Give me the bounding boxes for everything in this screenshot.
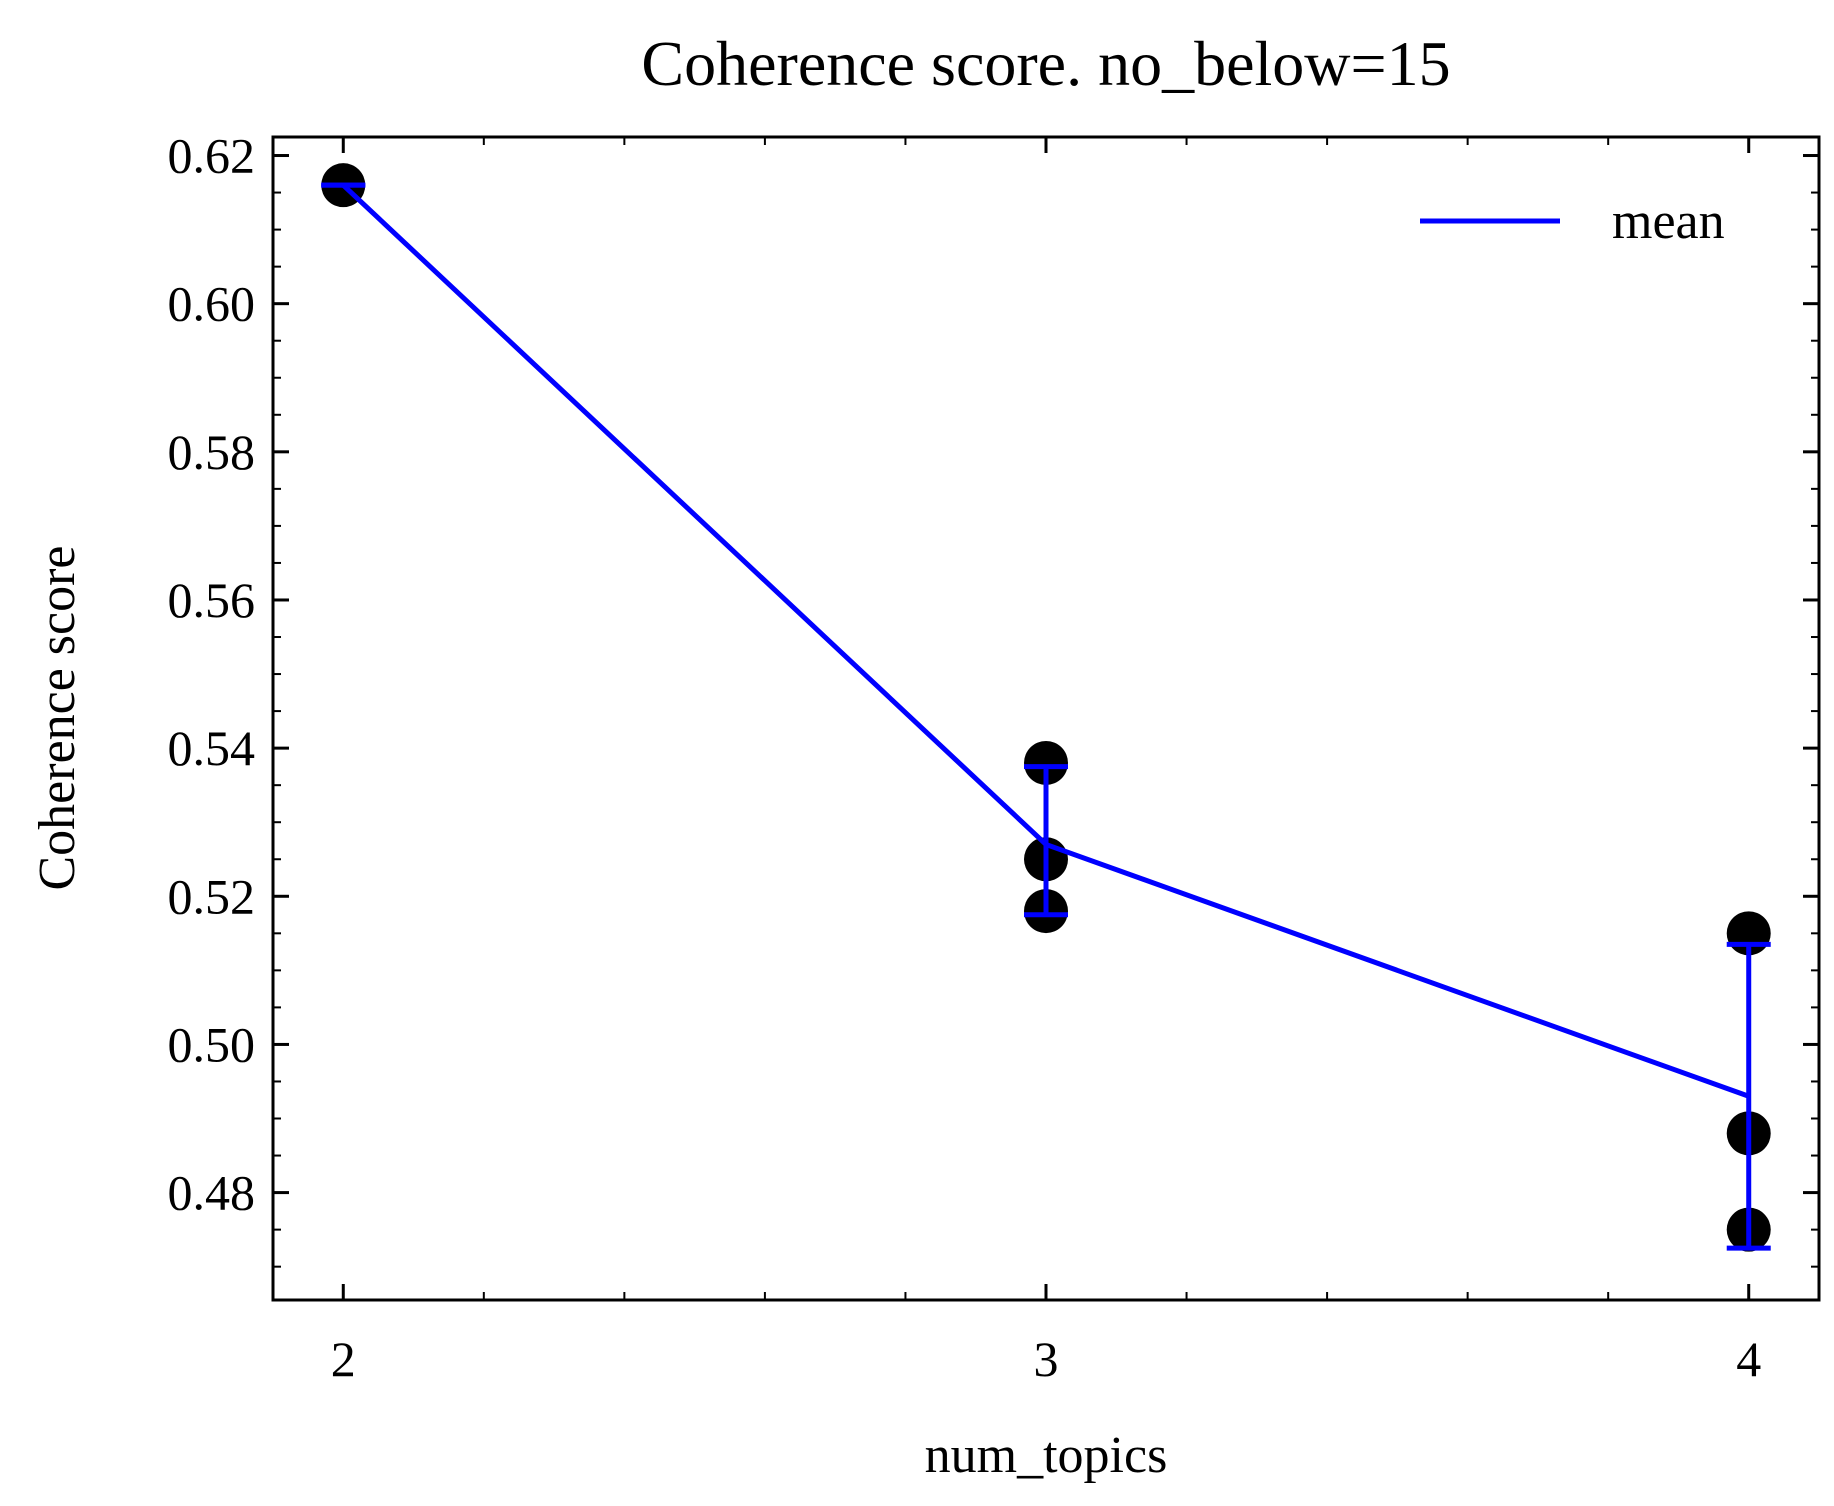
x-tick-label: 4 <box>1736 1331 1761 1387</box>
y-tick-label: 0.56 <box>168 572 256 628</box>
legend-mean-label: mean <box>1612 193 1725 250</box>
y-tick-label: 0.60 <box>168 276 256 332</box>
y-axis-label: Coherence score <box>29 545 86 890</box>
plot-area: 0.48 0.50 0.52 0.54 0.56 0.58 0.60 0.62 2 3 4 <box>168 128 1820 1387</box>
y-tick-label: 0.50 <box>168 1016 256 1072</box>
x-tick-label: 2 <box>331 1331 356 1387</box>
y-tick-label: 0.58 <box>168 424 256 480</box>
y-tick-label: 0.54 <box>168 720 256 776</box>
x-tick-label: 3 <box>1034 1331 1059 1387</box>
mean-line <box>343 185 1748 1096</box>
y-tick-label: 0.52 <box>168 868 256 924</box>
minor-ticks <box>273 137 1819 1300</box>
y-tick-label: 0.62 <box>168 128 256 184</box>
y-axis-ticks: 0.48 0.50 0.52 0.54 0.56 0.58 0.60 0.62 <box>168 128 1820 1221</box>
data-points <box>321 163 1770 1251</box>
x-axis-label: num_topics <box>925 1427 1168 1484</box>
plot-frame <box>273 137 1819 1300</box>
chart-title: Coherence score. no_below=15 <box>641 28 1450 99</box>
mean-series <box>321 185 1770 1248</box>
y-tick-label: 0.48 <box>168 1165 256 1221</box>
legend: mean <box>1420 193 1725 250</box>
